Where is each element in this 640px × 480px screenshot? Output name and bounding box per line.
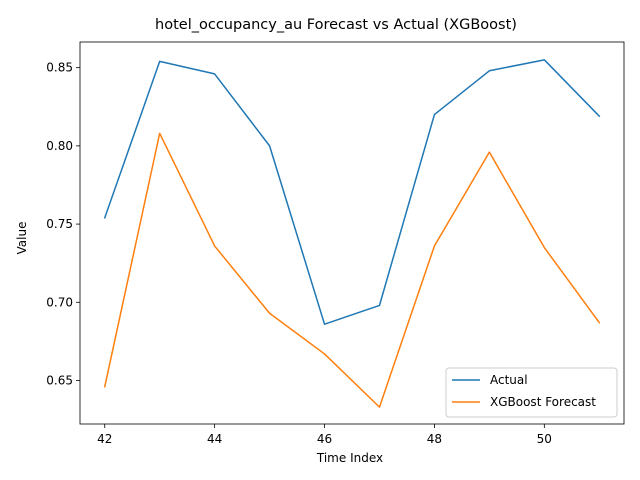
x-tick-label: 42 bbox=[97, 432, 112, 446]
legend: Actual XGBoost Forecast bbox=[445, 367, 618, 418]
y-tick-label: 0.80 bbox=[46, 139, 73, 153]
x-tick-label: 50 bbox=[537, 432, 552, 446]
plot-frame bbox=[79, 41, 625, 425]
y-tick-label: 0.75 bbox=[46, 217, 73, 231]
x-tick-label: 48 bbox=[427, 432, 442, 446]
series-layer bbox=[103, 59, 601, 408]
legend-label-0: Actual bbox=[490, 373, 528, 387]
x-tick-label: 46 bbox=[317, 432, 332, 446]
y-axis-label: Value bbox=[15, 222, 29, 255]
series-line-1 bbox=[103, 132, 601, 408]
y-tick-label: 0.70 bbox=[46, 295, 73, 309]
y-tick-label: 0.85 bbox=[46, 61, 73, 75]
legend-label-1: XGBoost Forecast bbox=[490, 395, 596, 409]
x-tick-label: 44 bbox=[207, 432, 222, 446]
x-axis-label: Time Index bbox=[316, 451, 383, 465]
chart-title: hotel_occupancy_au Forecast vs Actual (X… bbox=[155, 17, 517, 33]
y-tick-label: 0.65 bbox=[46, 374, 73, 388]
legend-box bbox=[445, 367, 618, 418]
axes-layer: 42 44 46 48 50 0.65 0.70 0.75 0.80 0.85 bbox=[46, 41, 625, 446]
series-line-0 bbox=[103, 59, 601, 325]
